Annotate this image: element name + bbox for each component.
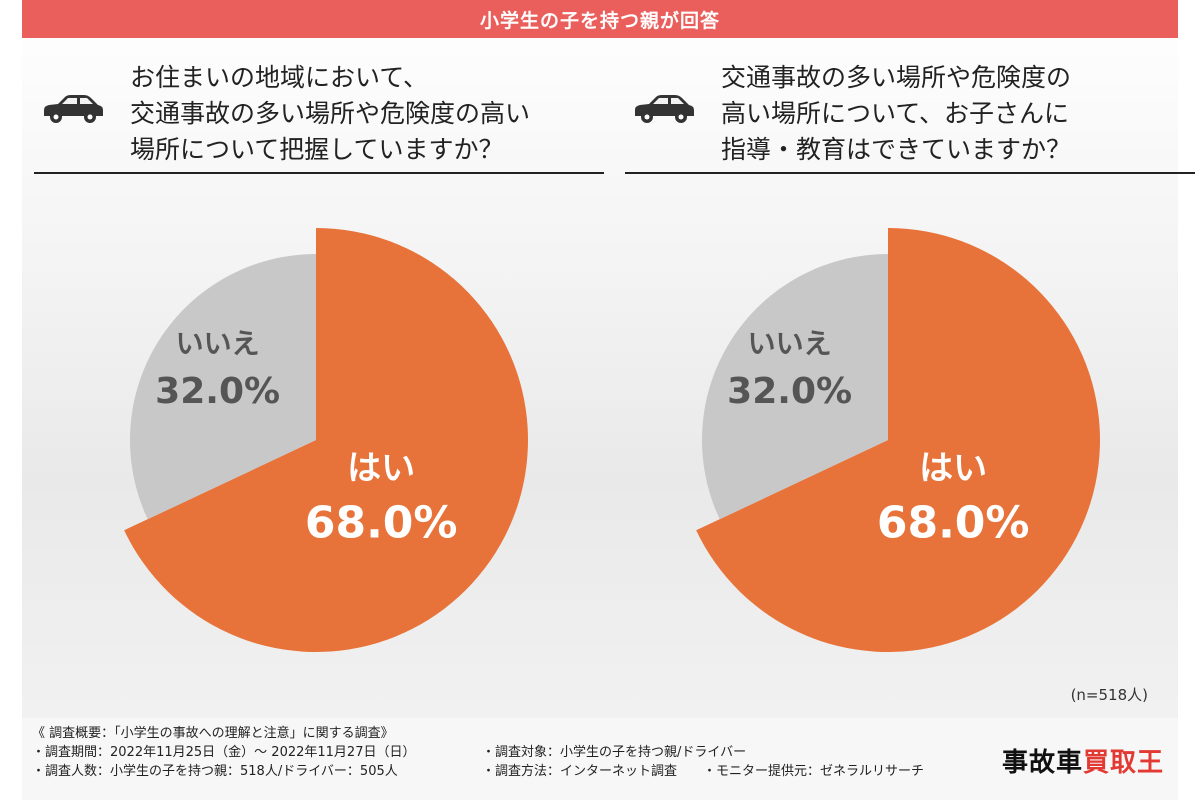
pie-slice-yes (696, 228, 1100, 652)
divider (625, 172, 1195, 174)
slice-label: いいえ (176, 327, 260, 360)
survey-target: ・調査対象：小学生の子を持つ親/ドライバー (482, 745, 747, 760)
logo-part-2: 買取王 (1082, 747, 1164, 778)
question-text: お住まいの地域において、 交通事故の多い場所や危険度の高い 場所について把握して… (130, 63, 531, 164)
pie-chart-left: はい 68.0% いいえ 32.0% (18, 200, 598, 680)
brand-logo: 事故車 買取王 (1002, 742, 1164, 778)
question-left: お住まいの地域において、 交通事故の多い場所や危険度の高い 場所について把握して… (34, 58, 604, 174)
slice-label: はい (919, 449, 987, 489)
survey-count: ・調査人数：小学生の子を持つ親：518人/ドライバー：505人 (32, 764, 398, 779)
survey-method: ・調査方法：インターネット調査 (482, 764, 678, 779)
logo-part-1: 事故車 (1001, 747, 1083, 778)
spacer (677, 762, 703, 781)
slice-value: 32.0% (727, 371, 852, 412)
slice-value: 68.0% (877, 498, 1030, 549)
footer-row: ・調査方法：インターネット調査 ・モニター提供元：ゼネラルリサーチ (482, 762, 924, 781)
page-title: 小学生の子を持つ親が回答 (22, 0, 1178, 38)
pie-chart-svg: はい 68.0% いいえ 32.0% (696, 228, 1100, 652)
pie-slice-no (702, 254, 888, 520)
pie-chart-right: はい 68.0% いいえ 32.0% (590, 200, 1170, 680)
pie-chart-svg: はい 68.0% いいえ 32.0% (124, 228, 528, 652)
car-icon (635, 95, 694, 123)
survey-monitor: ・モニター提供元：ゼネラルリサーチ (703, 764, 925, 779)
question-right: 交通事故の多い場所や危険度の 高い場所について、お子さんに 指導・教育はできてい… (625, 58, 1195, 174)
footer-details-right: ・調査対象：小学生の子を持つ親/ドライバー ・調査方法：インターネット調査 ・モ… (482, 743, 924, 781)
pie-slice-no (129, 254, 316, 520)
pie-slice-yes (124, 228, 528, 652)
survey-summary: 《 調査概要：「小学生の事故への理解と注意」に関する調査》 (32, 726, 394, 741)
slice-value: 32.0% (155, 371, 280, 412)
divider (34, 172, 604, 174)
slice-label: いいえ (748, 327, 832, 360)
question-text: 交通事故の多い場所や危険度の 高い場所について、お子さんに 指導・教育はできてい… (721, 63, 1072, 164)
survey-period: ・調査期間：2022年11月25日（金）～ 2022年11月27日（日） (32, 745, 416, 760)
footer-details: 《 調査概要：「小学生の事故への理解と注意」に関する調査》 ・調査期間：2022… (32, 724, 415, 781)
slice-value: 68.0% (305, 498, 458, 549)
car-icon (44, 95, 103, 123)
slice-label: はい (347, 449, 415, 489)
sample-size-note: (n=518人) (1070, 686, 1148, 704)
survey-footer: 《 調査概要：「小学生の事故への理解と注意」に関する調査》 ・調査期間：2022… (22, 718, 1178, 800)
